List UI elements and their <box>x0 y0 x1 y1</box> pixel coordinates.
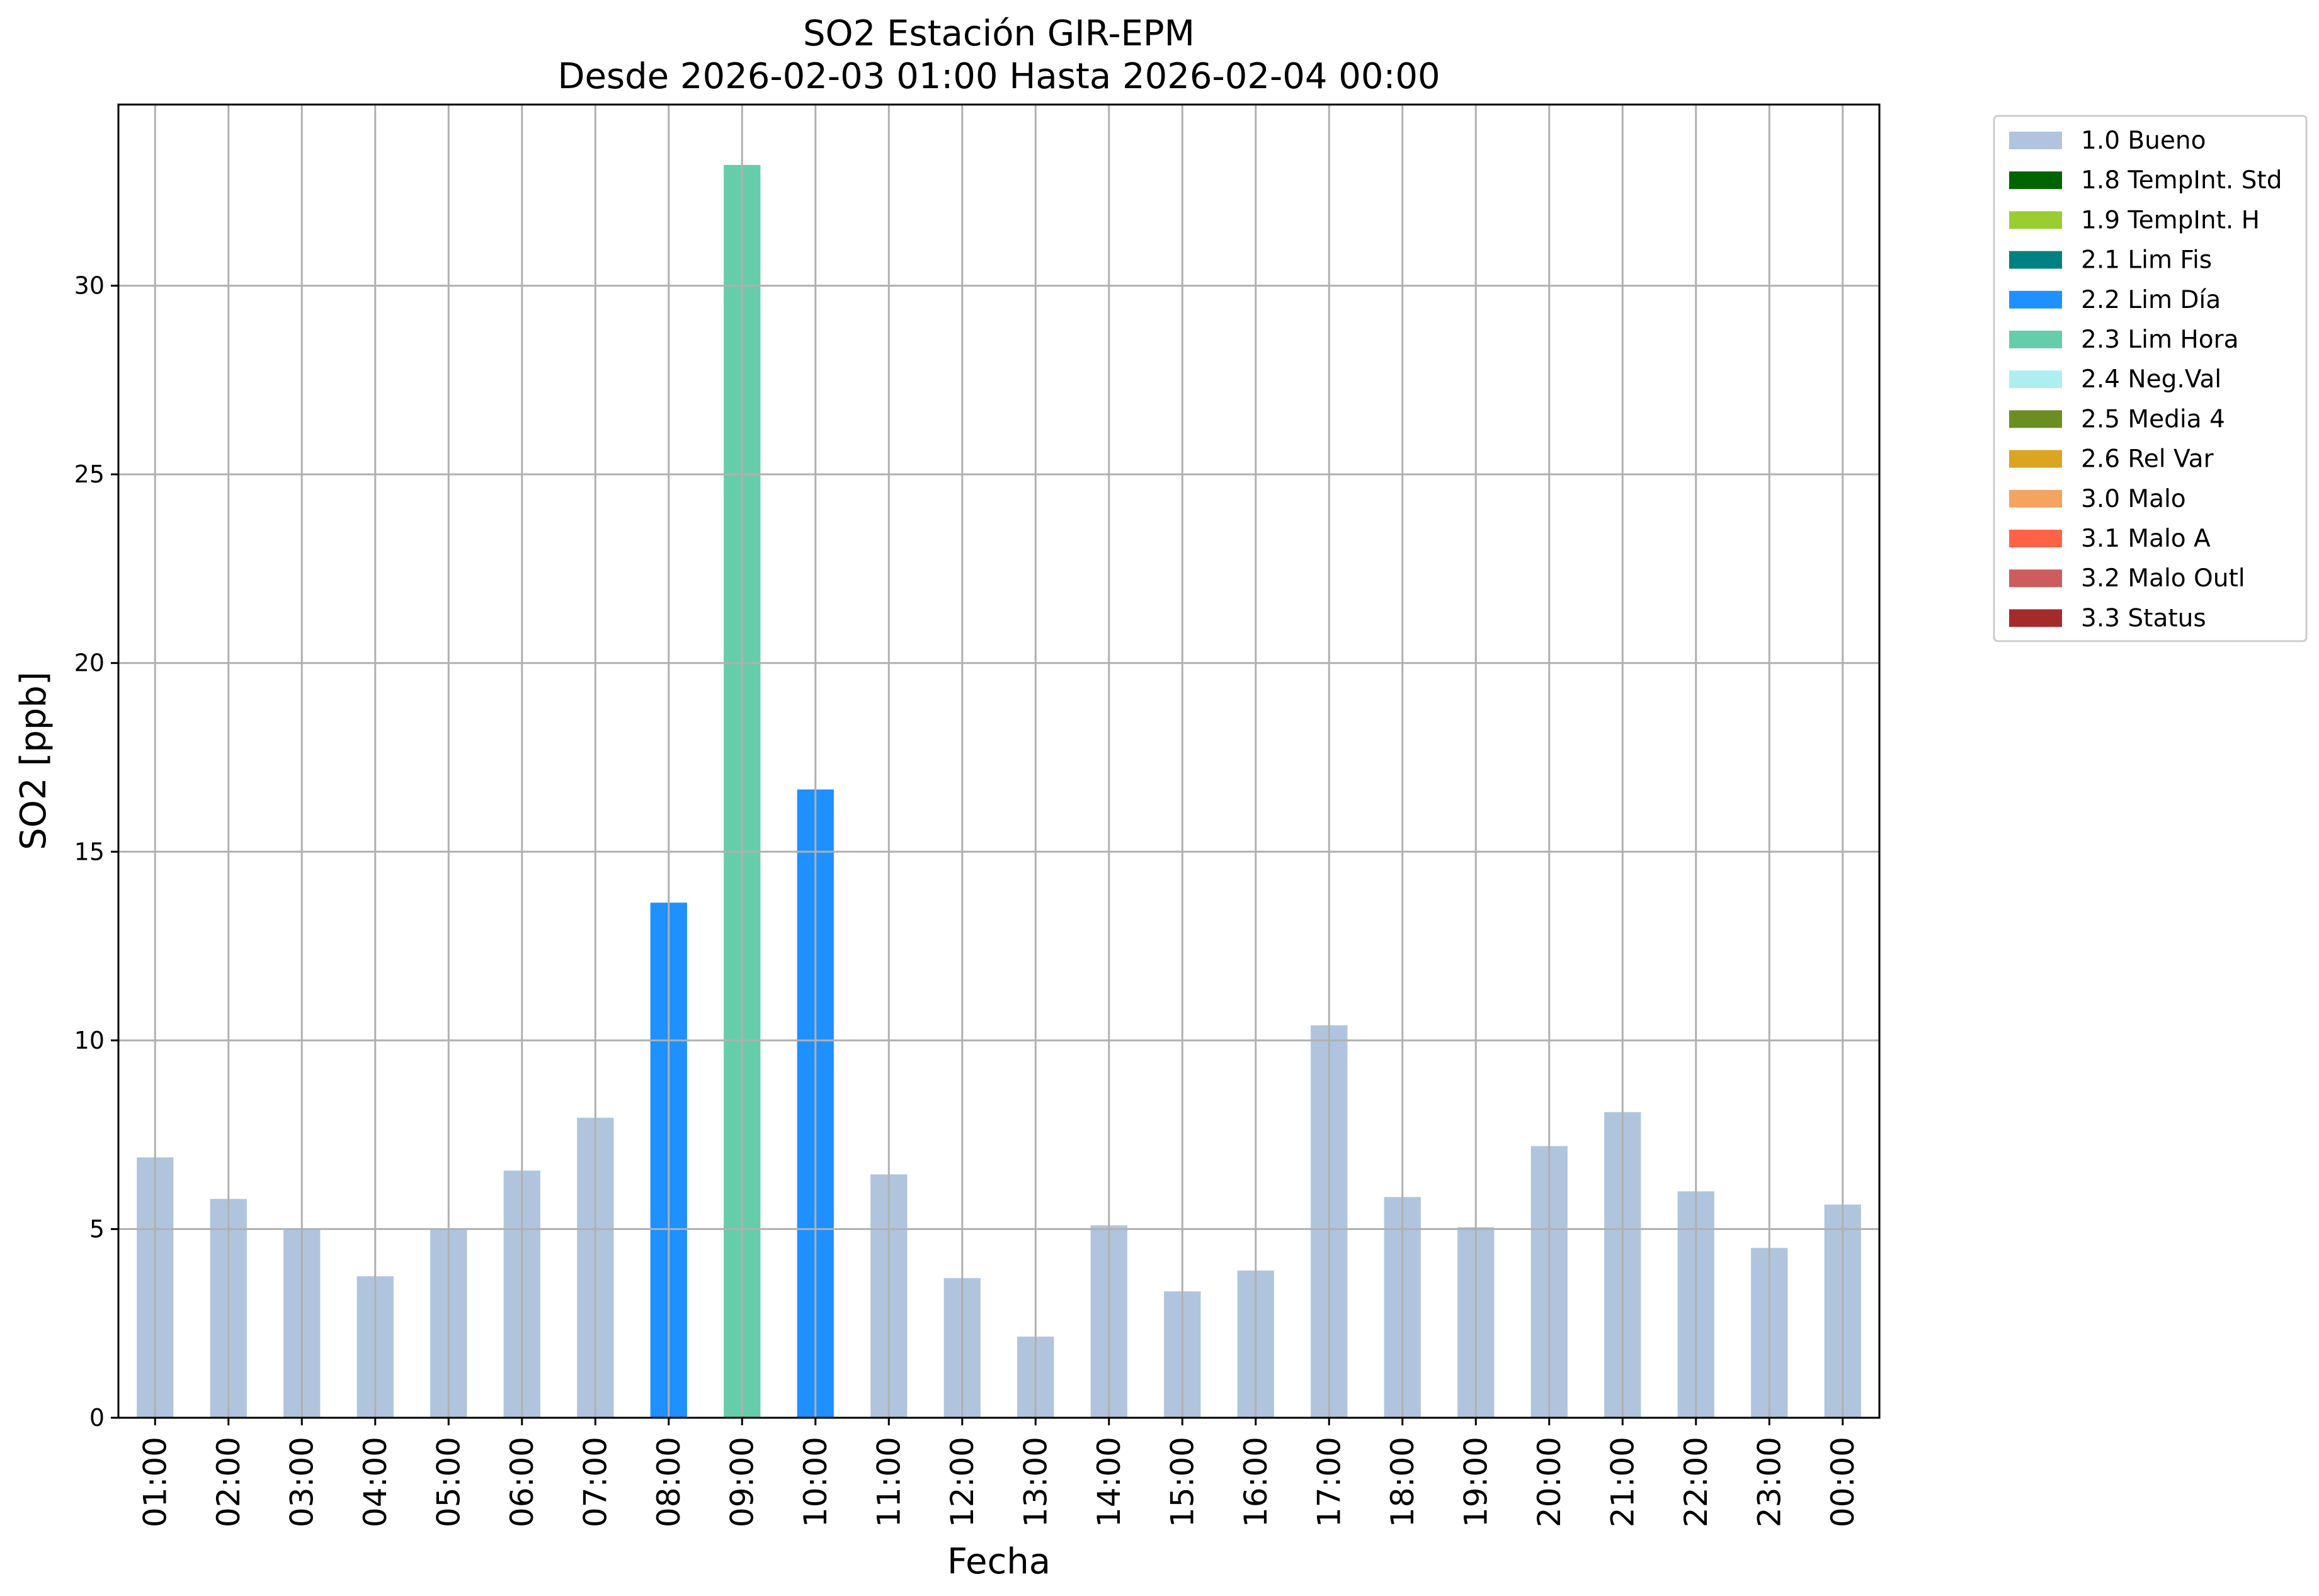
x-tick-label: 07:00 <box>577 1437 613 1527</box>
legend-label: 3.3 Status <box>2081 604 2206 632</box>
legend-swatch <box>2009 530 2062 547</box>
x-tick-label: 02:00 <box>210 1437 247 1527</box>
legend-label: 2.4 Neg.Val <box>2081 365 2221 394</box>
y-tick-label: 20 <box>74 649 105 677</box>
x-tick-label: 18:00 <box>1384 1437 1421 1527</box>
legend-swatch <box>2009 410 2062 428</box>
x-tick-label: 08:00 <box>651 1437 687 1527</box>
legend-swatch <box>2009 331 2062 348</box>
plot-area-frame <box>117 103 1881 1419</box>
legend-label: 2.5 Media 4 <box>2081 405 2225 433</box>
x-tick-label: 20:00 <box>1531 1437 1568 1527</box>
x-axis-label: Fecha <box>947 1541 1051 1582</box>
legend-label: 3.2 Malo Outl <box>2081 564 2245 593</box>
x-tick-label: 15:00 <box>1164 1437 1200 1527</box>
legend-label: 2.3 Lim Hora <box>2081 326 2239 354</box>
y-axis-ticks: 0 5 10 15 20 25 30 <box>74 272 118 1432</box>
legend-label: 2.6 Rel Var <box>2081 445 2214 474</box>
x-tick-label: 13:00 <box>1017 1437 1054 1527</box>
x-axis-ticks: 01:00 02:00 03:00 04:00 05:00 06:00 07:00 08:00… <box>137 1418 1861 1527</box>
legend-swatch <box>2009 251 2062 269</box>
legend-label: 1.0 Bueno <box>2081 127 2206 155</box>
x-tick-label: 19:00 <box>1457 1437 1494 1527</box>
legend-label: 3.1 Malo A <box>2081 525 2211 553</box>
legend-swatch <box>2009 450 2062 468</box>
x-tick-label: 03:00 <box>283 1437 320 1527</box>
y-axis-label: SO2 [ppb] <box>13 671 54 850</box>
x-tick-label: 12:00 <box>944 1437 981 1527</box>
legend-swatch <box>2009 211 2062 229</box>
y-tick-label: 30 <box>74 272 105 300</box>
x-tick-label: 23:00 <box>1751 1437 1787 1527</box>
legend-swatch <box>2009 569 2062 588</box>
y-tick-label: 25 <box>74 460 105 488</box>
legend-swatch <box>2009 132 2062 149</box>
x-tick-label: 11:00 <box>870 1437 907 1527</box>
x-tick-label: 21:00 <box>1604 1437 1641 1527</box>
legend-swatch <box>2009 171 2062 190</box>
x-tick-label: 05:00 <box>430 1437 467 1527</box>
legend-swatch <box>2009 370 2062 389</box>
legend-swatch <box>2009 489 2062 508</box>
legend: 1.0 Bueno 1.8 TempInt. Std 1.9 TempInt. H 2… <box>1993 115 2308 642</box>
chart-title: SO2 Estación GIR-EPM <box>803 13 1195 54</box>
legend-label: 3.0 Malo <box>2081 485 2186 513</box>
x-tick-label: 06:00 <box>504 1437 540 1527</box>
y-tick-label: 5 <box>89 1215 105 1243</box>
x-tick-label: 17:00 <box>1311 1437 1347 1527</box>
y-tick-label: 10 <box>74 1027 105 1054</box>
legend-label: 1.8 TempInt. Std <box>2081 166 2282 195</box>
y-tick-label: 0 <box>89 1404 105 1432</box>
legend-label: 2.2 Lim Día <box>2081 286 2221 314</box>
x-tick-label: 09:00 <box>724 1437 760 1527</box>
y-tick-label: 15 <box>74 838 105 865</box>
x-tick-label: 01:00 <box>137 1437 173 1527</box>
legend-label: 2.1 Lim Fis <box>2081 246 2212 275</box>
legend-frame <box>1993 115 2308 642</box>
x-tick-label: 14:00 <box>1091 1437 1127 1527</box>
chart-subtitle: Desde 2026-02-03 01:00 Hasta 2026-02-04 … <box>557 56 1440 97</box>
x-tick-label: 22:00 <box>1678 1437 1714 1527</box>
x-tick-label: 04:00 <box>357 1437 394 1527</box>
legend-swatch <box>2009 609 2062 627</box>
x-tick-label: 16:00 <box>1238 1437 1274 1527</box>
x-tick-label: 00:00 <box>1825 1437 1861 1527</box>
legend-label: 1.9 TempInt. H <box>2081 206 2260 234</box>
legend-swatch <box>2009 290 2062 309</box>
x-tick-label: 10:00 <box>797 1437 834 1527</box>
